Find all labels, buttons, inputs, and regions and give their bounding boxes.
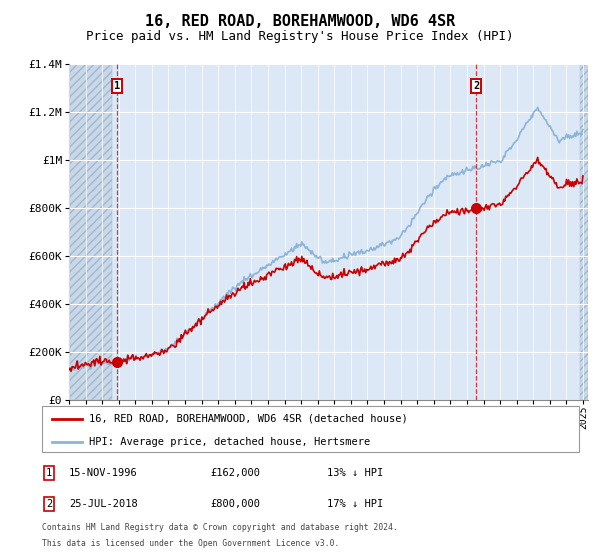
Text: Contains HM Land Registry data © Crown copyright and database right 2024.: Contains HM Land Registry data © Crown c… (42, 523, 398, 532)
Text: 2: 2 (46, 499, 52, 509)
Text: This data is licensed under the Open Government Licence v3.0.: This data is licensed under the Open Gov… (42, 539, 340, 548)
Text: 1: 1 (113, 81, 120, 91)
Text: 16, RED ROAD, BOREHAMWOOD, WD6 4SR: 16, RED ROAD, BOREHAMWOOD, WD6 4SR (145, 14, 455, 29)
Text: 25-JUL-2018: 25-JUL-2018 (69, 499, 138, 509)
Text: 1: 1 (46, 468, 52, 478)
Text: HPI: Average price, detached house, Hertsmere: HPI: Average price, detached house, Hert… (89, 437, 371, 447)
Text: 13% ↓ HPI: 13% ↓ HPI (327, 468, 383, 478)
Text: 16, RED ROAD, BOREHAMWOOD, WD6 4SR (detached house): 16, RED ROAD, BOREHAMWOOD, WD6 4SR (deta… (89, 414, 408, 424)
Text: Price paid vs. HM Land Registry's House Price Index (HPI): Price paid vs. HM Land Registry's House … (86, 30, 514, 43)
Text: £800,000: £800,000 (210, 499, 260, 509)
Text: 15-NOV-1996: 15-NOV-1996 (69, 468, 138, 478)
Text: £162,000: £162,000 (210, 468, 260, 478)
Text: 17% ↓ HPI: 17% ↓ HPI (327, 499, 383, 509)
Text: 2: 2 (473, 81, 479, 91)
